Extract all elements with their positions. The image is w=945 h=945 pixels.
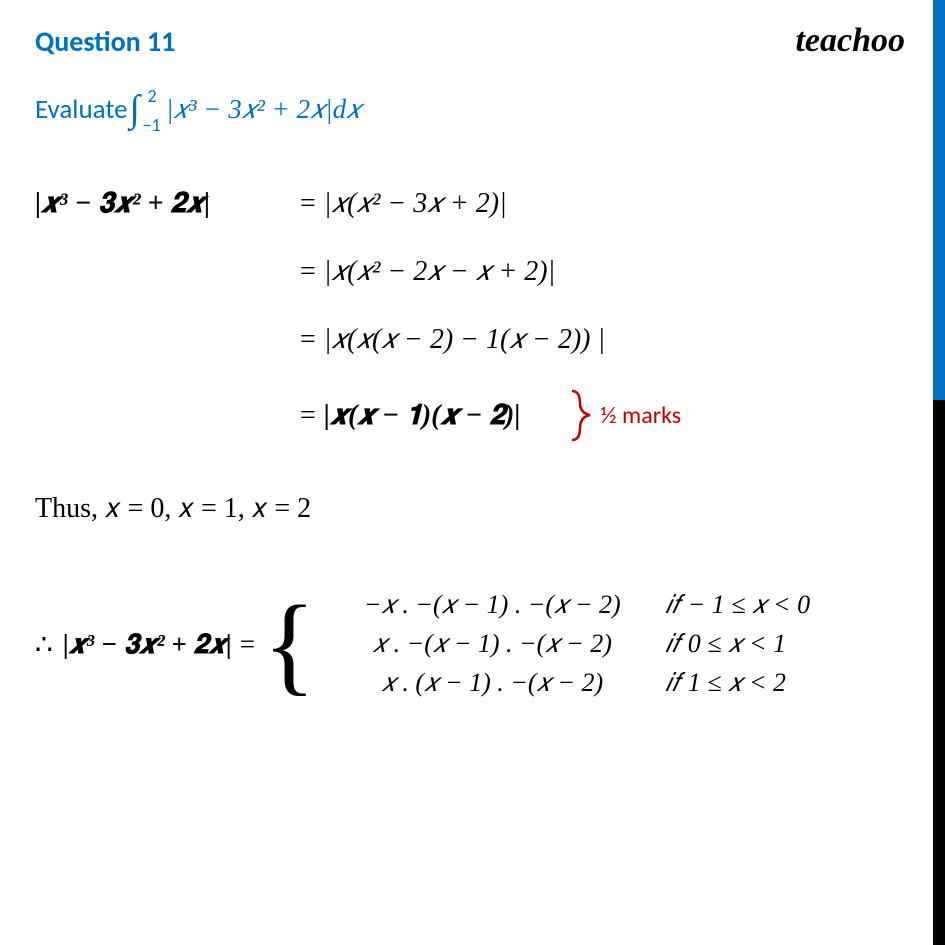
case3-if: 𝑖𝑓 [665,668,680,699]
marks-annotation: ½ marks [566,388,682,443]
brace-icon [566,388,596,443]
step-lhs: |𝒙³ − 𝟑𝒙² + 𝟐𝒙| [35,188,300,220]
header-row: Question 11 teachoo [35,22,905,60]
factoring-steps: |𝒙³ − 𝟑𝒙² + 𝟐𝒙| = |𝑥(𝑥² − 3𝑥 + 2)| = |𝑥(… [35,184,905,443]
step-2: = |𝑥(𝑥² − 2𝑥 − 𝑥 + 2)| [35,252,905,292]
case3-expr: 𝑥 . (𝑥 − 1) . −(𝑥 − 2) [320,668,665,699]
case1-cond: − 1 ≤ 𝑥 < 0 [688,590,810,621]
case-1: −𝑥 . −(𝑥 − 1) . −(𝑥 − 2) 𝑖𝑓 − 1 ≤ 𝑥 < 0 [320,590,810,621]
therefore-symbol: ∴ [35,628,53,662]
question-title: Question 11 [35,24,175,59]
marks-label: ½ marks [601,401,682,430]
step-4: = |𝒙(𝒙 − 𝟏)(𝒙 − 𝟐)| ½ marks [35,388,905,443]
case2-expr: 𝑥 . −(𝑥 − 1) . −(𝑥 − 2) [320,629,665,660]
case3-cond: 1 ≤ 𝑥 < 2 [688,668,786,699]
evaluate-expression: Evaluate ∫ 2 −1 |𝑥³ − 3𝑥² + 2𝑥| d𝑥 [35,90,905,129]
step2-rhs: |𝑥(𝑥² − 2𝑥 − 𝑥 + 2)| [324,256,556,288]
evaluate-prefix: Evaluate [35,93,128,126]
brand-logo: teachoo [795,22,905,60]
piecewise-definition: ∴ |𝒙³ − 𝟑𝒙² + 𝟐𝒙| = { −𝑥 . −(𝑥 − 1) . −(… [35,590,905,699]
roots-text: Thus, 𝑥 = 0, 𝑥 = 1, 𝑥 = 2 [35,493,311,524]
equals: = [240,629,255,660]
side-accent-black [933,400,945,945]
case2-cond: 0 ≤ 𝑥 < 1 [688,629,786,660]
step1-rhs: |𝑥(𝑥² − 3𝑥 + 2)| [324,188,507,220]
case-2: 𝑥 . −(𝑥 − 1) . −(𝑥 − 2) 𝑖𝑓 0 ≤ 𝑥 < 1 [320,629,810,660]
case-3: 𝑥 . (𝑥 − 1) . −(𝑥 − 2) 𝑖𝑓 1 ≤ 𝑥 < 2 [320,668,810,699]
step-1: |𝒙³ − 𝟑𝒙² + 𝟐𝒙| = |𝑥(𝑥² − 3𝑥 + 2)| [35,184,905,224]
step3-rhs: |𝑥(𝑥(𝑥 − 2) − 1(𝑥 − 2)) | [324,324,605,356]
case1-if: 𝑖𝑓 [665,590,680,621]
integrand: |𝑥³ − 3𝑥² + 2𝑥| [166,94,333,126]
page-content: Question 11 teachoo Evaluate ∫ 2 −1 |𝑥³ … [0,0,945,719]
step4-rhs: |𝒙(𝒙 − 𝟏)(𝒙 − 𝟐)| [324,400,521,432]
left-brace-icon: { [263,595,316,694]
side-accent-blue [933,0,945,400]
integral-lower-limit: −1 [143,114,161,136]
integral-upper-limit: 2 [148,85,157,107]
integral-symbol: ∫ 2 −1 [130,90,140,129]
roots-line: Thus, 𝑥 = 0, 𝑥 = 1, 𝑥 = 2 [35,493,905,525]
piecewise-lhs: |𝒙³ − 𝟑𝒙² + 𝟐𝒙| [63,629,232,661]
case1-expr: −𝑥 . −(𝑥 − 1) . −(𝑥 − 2) [320,590,665,621]
case2-if: 𝑖𝑓 [665,629,680,660]
piecewise-cases: −𝑥 . −(𝑥 − 1) . −(𝑥 − 2) 𝑖𝑓 − 1 ≤ 𝑥 < 0 … [320,590,810,699]
step-3: = |𝑥(𝑥(𝑥 − 2) − 1(𝑥 − 2)) | [35,320,905,360]
dx: d𝑥 [333,94,362,126]
